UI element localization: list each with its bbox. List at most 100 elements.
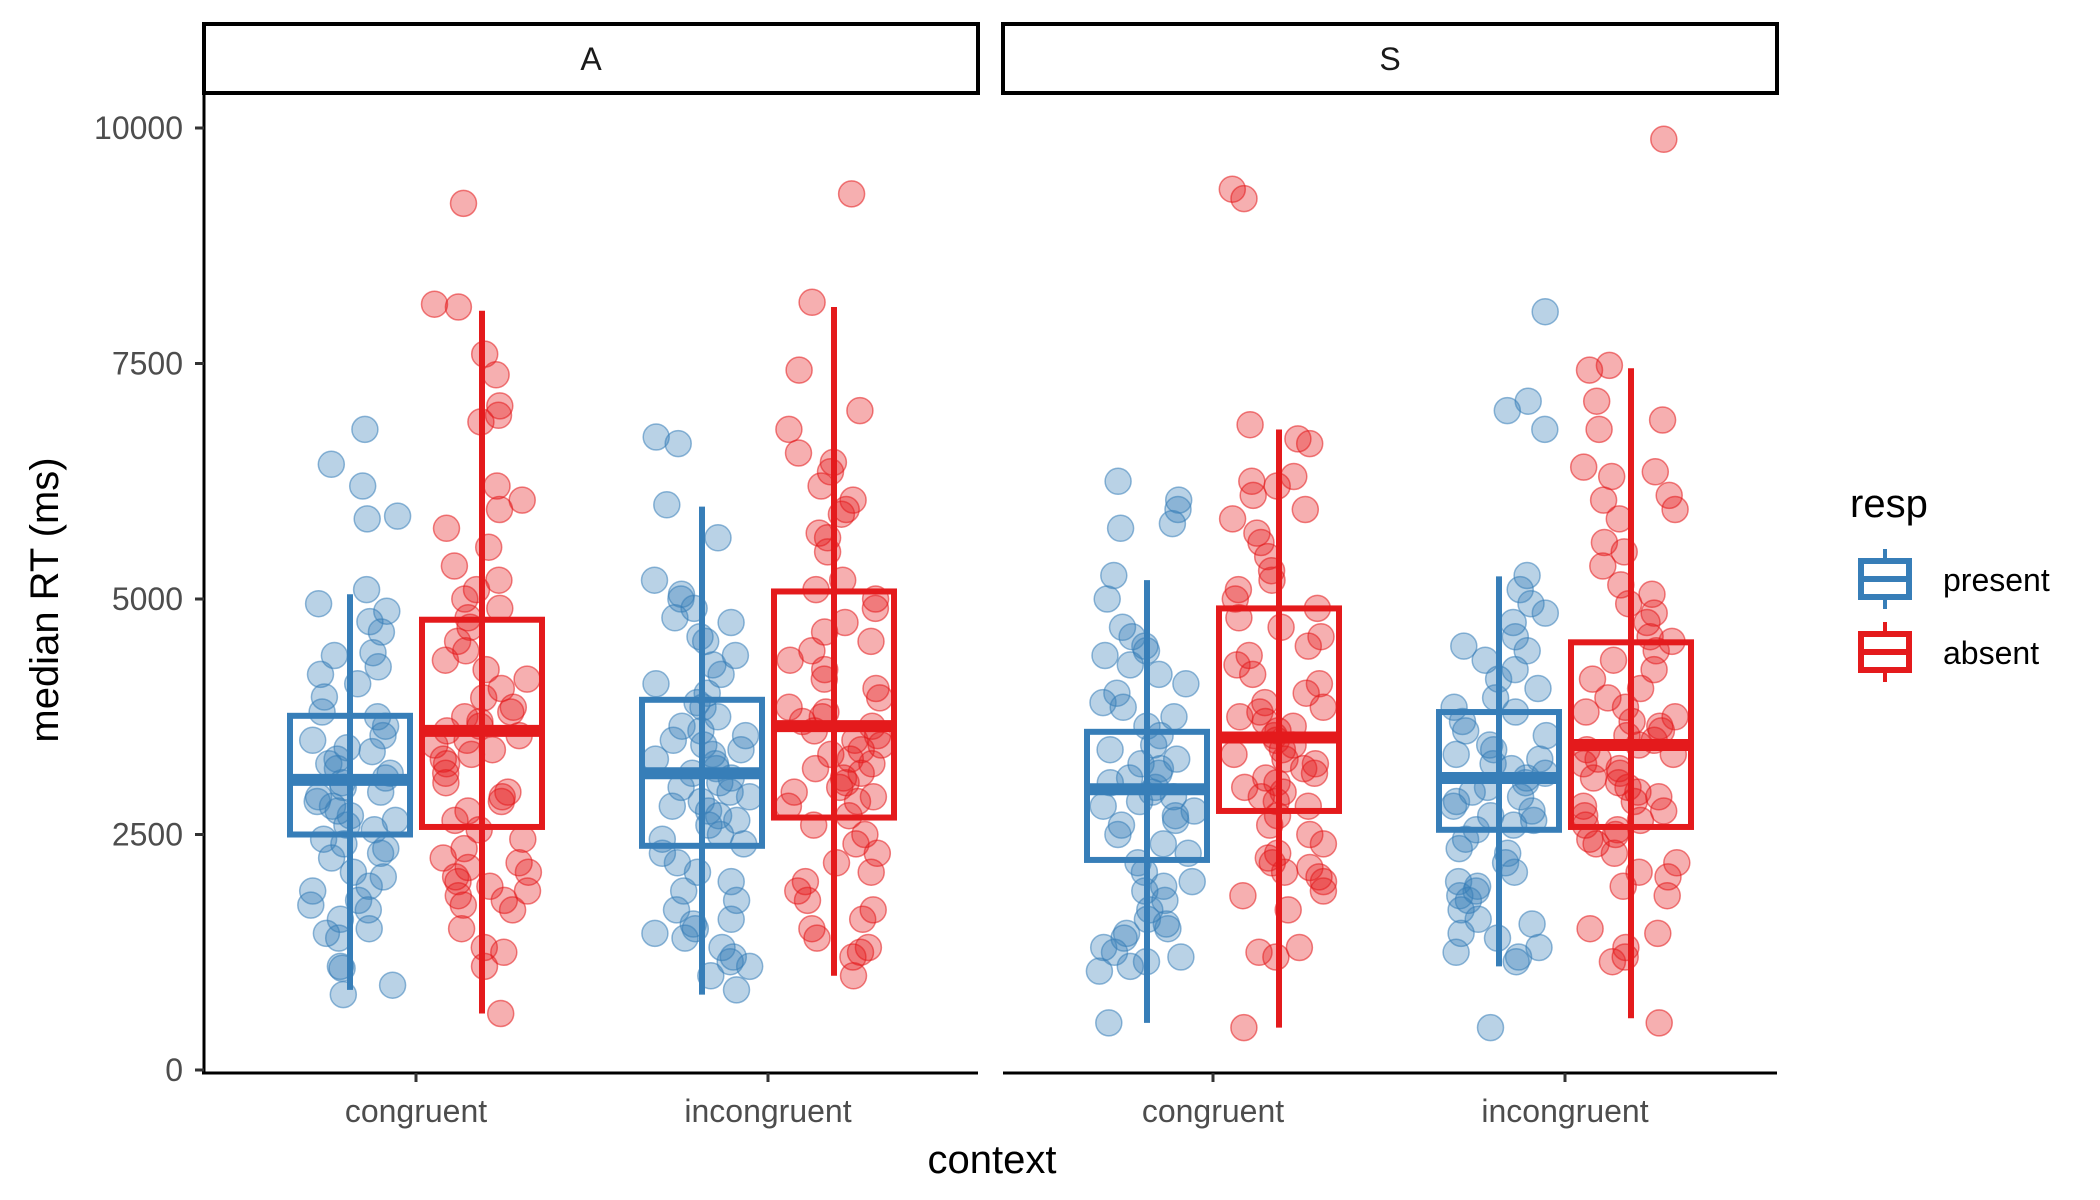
- point-a-congruent-absent-41: [432, 768, 460, 797]
- point-a-congruent-present-10: [359, 638, 387, 667]
- point-s-congruent-absent-65: [1285, 933, 1314, 962]
- point-a-congruent-present-4: [353, 505, 381, 533]
- point-s-incongruent-present-5: [1506, 575, 1534, 604]
- point-s-incongruent-present-51: [1447, 896, 1475, 924]
- point-s-incongruent-absent-15: [1589, 552, 1617, 580]
- point-a-congruent-present-52: [355, 914, 383, 943]
- legend-label-present: present: [1943, 562, 2050, 598]
- point-s-incongruent-absent-60: [1663, 849, 1691, 877]
- point-s-congruent-absent-62: [1309, 877, 1338, 905]
- point-s-congruent-absent-25: [1238, 660, 1267, 689]
- point-a-congruent-absent-40: [431, 759, 460, 788]
- x-axis-title: context: [928, 1138, 1057, 1182]
- legend: resp present absent: [1850, 482, 2050, 682]
- point-a-incongruent-absent-63: [803, 924, 831, 952]
- point-s-congruent-present-50: [1154, 914, 1182, 943]
- point-a-incongruent-absent-21: [857, 627, 885, 656]
- point-s-incongruent-present-60: [1476, 1013, 1505, 1042]
- point-s-incongruent-absent-6: [1569, 453, 1598, 481]
- point-s-incongruent-absent-11: [1661, 495, 1689, 524]
- point-a-congruent-absent-6: [484, 401, 513, 430]
- point-s-congruent-absent-10: [1218, 505, 1247, 533]
- point-s-congruent-absent-9: [1291, 495, 1320, 524]
- point-a-incongruent-present-4: [640, 566, 669, 594]
- point-s-congruent-present-43: [1178, 867, 1206, 896]
- point-a-incongruent-present-11: [691, 627, 720, 656]
- point-a-congruent-present-42: [366, 839, 395, 868]
- point-a-congruent-present-45: [369, 863, 398, 891]
- legend-key-absent: [1858, 622, 1912, 682]
- point-a-congruent-present-49: [297, 891, 325, 919]
- point-s-congruent-present-4: [1106, 514, 1135, 543]
- x-axis: congruent incongruent congruent incongru…: [345, 1073, 1649, 1129]
- facet-strip-s: S: [1001, 22, 1779, 95]
- point-s-congruent-absent-54: [1309, 830, 1338, 858]
- point-a-incongruent-absent-59: [793, 886, 822, 915]
- point-s-congruent-absent-68: [1230, 1013, 1258, 1042]
- point-s-incongruent-absent-25: [1640, 655, 1668, 684]
- point-s-incongruent-absent-3: [1582, 387, 1611, 415]
- x-tick-label-s-incongruent: incongruent: [1481, 1093, 1648, 1129]
- point-s-incongruent-present-6: [1517, 589, 1545, 618]
- point-s-incongruent-absent-19: [1640, 599, 1668, 627]
- point-a-incongruent-absent-47: [859, 783, 888, 811]
- point-a-congruent-absent-64: [490, 938, 518, 967]
- point-a-incongruent-absent-25: [810, 665, 839, 693]
- point-s-congruent-present-57: [1116, 952, 1145, 981]
- point-s-congruent-present-1: [1164, 486, 1193, 514]
- point-a-incongruent-present-15: [642, 670, 670, 698]
- point-s-congruent-absent-22: [1294, 632, 1323, 660]
- point-a-incongruent-absent-37: [847, 735, 875, 764]
- point-s-incongruent-present-53: [1518, 910, 1546, 938]
- point-s-incongruent-present-3: [1531, 415, 1559, 444]
- point-s-congruent-absent-1: [1230, 184, 1258, 213]
- point-a-incongruent-absent-23: [776, 646, 804, 674]
- point-s-incongruent-absent-70: [1645, 1009, 1673, 1037]
- point-a-congruent-present-44: [339, 858, 368, 886]
- point-a-congruent-absent-21: [452, 637, 480, 665]
- point-a-congruent-present-2: [348, 472, 377, 500]
- point-a-incongruent-present-37: [658, 792, 687, 820]
- point-s-incongruent-absent-66: [1644, 919, 1672, 948]
- point-a-congruent-present-19: [369, 721, 397, 750]
- point-a-congruent-absent-22: [431, 646, 460, 674]
- point-s-incongruent-present-9: [1501, 622, 1530, 651]
- y-axis-title: median RT (ms): [23, 457, 67, 742]
- point-s-incongruent-present-4: [1513, 561, 1541, 590]
- y-tick-label-0: 0: [165, 1052, 183, 1088]
- point-s-incongruent-present-56: [1525, 933, 1553, 962]
- point-a-congruent-absent-0: [449, 189, 478, 218]
- box-s-congruent-present: [1084, 728, 1210, 863]
- point-a-incongruent-absent-64: [854, 933, 883, 962]
- point-a-congruent-absent-60: [449, 891, 478, 919]
- y-tick-label-5000: 5000: [112, 581, 183, 617]
- point-s-congruent-present-17: [1109, 693, 1137, 722]
- point-s-congruent-absent-4: [1295, 429, 1324, 458]
- point-a-congruent-absent-8: [483, 472, 511, 500]
- point-a-incongruent-absent-3: [846, 396, 874, 425]
- point-s-incongruent-present-10: [1450, 632, 1478, 660]
- point-s-congruent-absent-8: [1239, 481, 1267, 510]
- point-s-congruent-absent-53: [1296, 820, 1324, 849]
- point-a-incongruent-absent-40: [858, 750, 886, 778]
- point-a-congruent-present-3: [383, 502, 412, 530]
- point-s-congruent-absent-46: [1230, 773, 1259, 802]
- y-tick-label-7500: 7500: [112, 346, 183, 382]
- facet-strip-a-box: [202, 22, 980, 95]
- facet-strip-a: A: [202, 22, 980, 95]
- point-a-incongruent-absent-60: [859, 896, 887, 924]
- facet-strip-s-label: S: [1379, 41, 1400, 77]
- point-a-congruent-absent-44: [487, 787, 516, 816]
- point-a-congruent-present-47: [298, 877, 327, 905]
- point-a-congruent-present-20: [298, 726, 327, 755]
- point-a-incongruent-present-3: [704, 524, 732, 552]
- point-s-incongruent-present-7: [1531, 599, 1560, 627]
- box-a-congruent-absent: [419, 616, 545, 830]
- point-s-congruent-present-54: [1100, 938, 1129, 967]
- point-s-incongruent-absent-5: [1585, 415, 1613, 444]
- box-s-incongruent-absent: [1568, 639, 1694, 830]
- y-axis: 0 2500 5000 7500 10000: [94, 110, 204, 1088]
- point-a-congruent-absent-10: [485, 495, 514, 524]
- legend-title: resp: [1850, 482, 1928, 526]
- point-a-congruent-present-6: [304, 589, 333, 618]
